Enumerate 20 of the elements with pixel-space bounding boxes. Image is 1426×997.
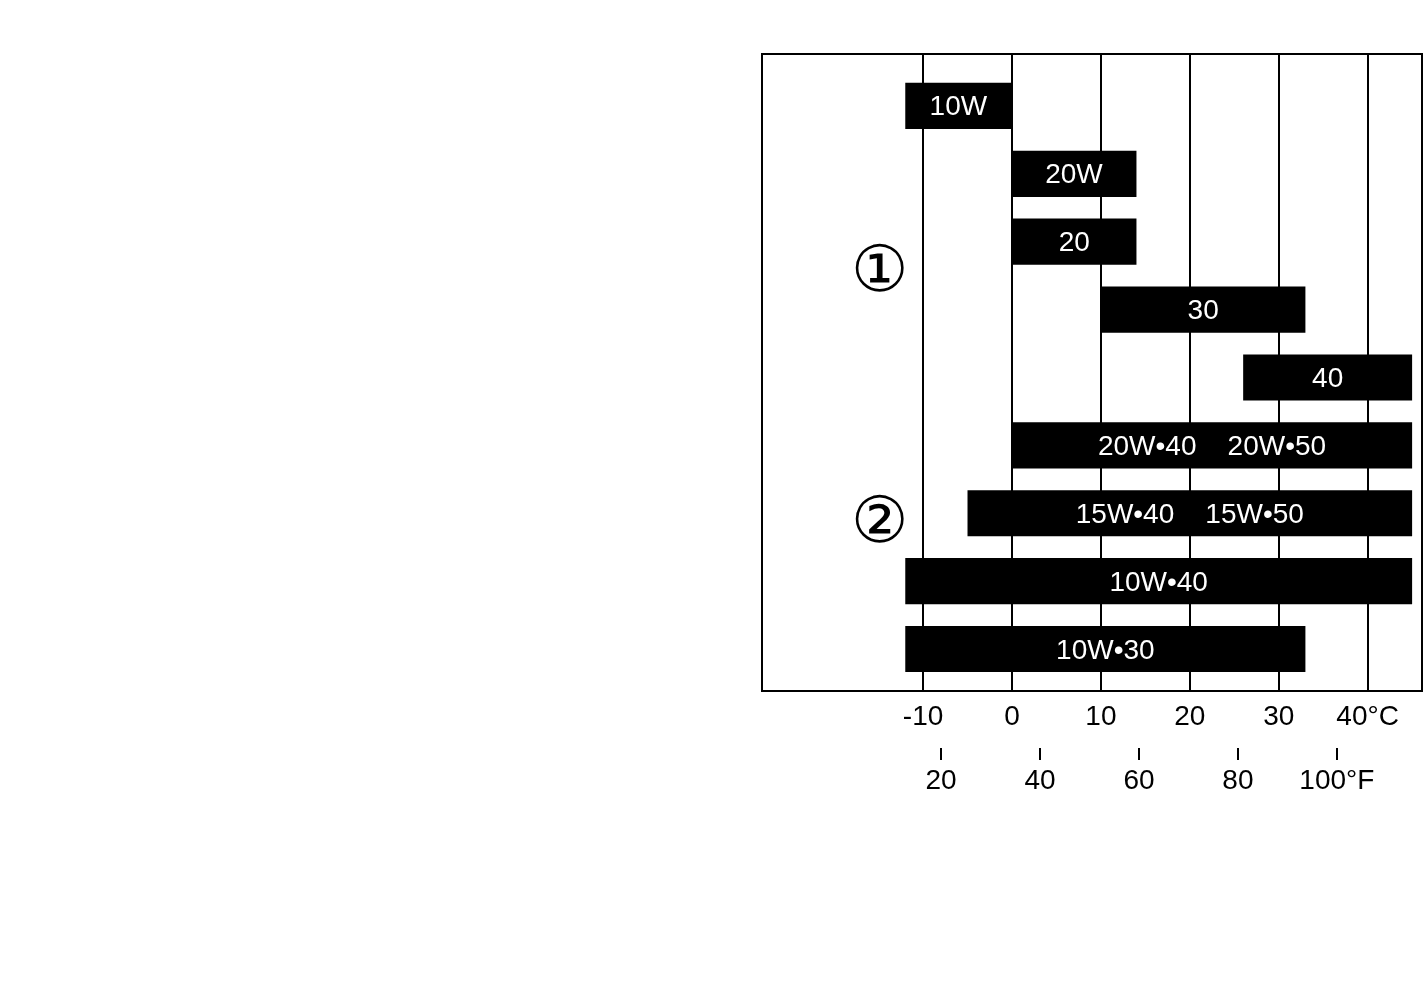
x-tick-label: 10 [1085, 700, 1117, 732]
x2-tick-label: 60 [1123, 763, 1155, 795]
y-tick-label: 20W•40 20W•50 [1097, 429, 1327, 461]
x-tick-label: -10 [902, 700, 944, 732]
x2-tick-label: 20 [925, 763, 957, 795]
y-tick-label: 20 [1058, 226, 1090, 258]
y-tick-label: 10W [929, 90, 988, 122]
y-tick-label: 10W•40 [1109, 565, 1208, 597]
y-tick-label: 30 [1187, 294, 1219, 326]
x2-tick-label: 40 [1024, 763, 1056, 795]
y-tick-label: 20W [1045, 158, 1104, 190]
y-tick-label: 15W•40 15W•50 [1075, 497, 1304, 529]
x2-tick-label: 100°F [1299, 763, 1375, 795]
y-tick-label: 10W•30 [1056, 633, 1155, 665]
annotation: ② [851, 483, 909, 557]
x-tick-label: 30 [1263, 700, 1295, 732]
x-tick-label: 0 [1004, 700, 1020, 732]
x2-tick-label: 80 [1222, 763, 1254, 795]
x-tick-label: 40°C [1336, 700, 1399, 732]
annotation: ① [851, 232, 909, 306]
